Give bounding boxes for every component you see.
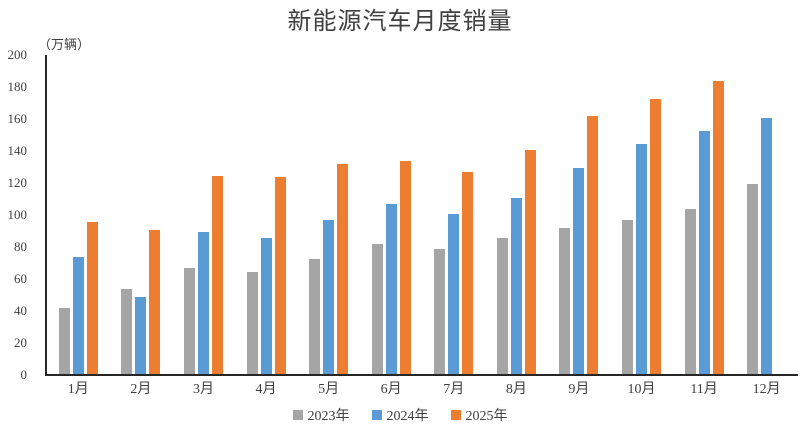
bar [211,175,223,374]
bar [323,220,335,374]
legend-swatch [371,410,382,420]
x-tick-label: 6月 [380,382,402,397]
bar [274,177,286,374]
bar [462,172,474,374]
x-axis-tick-labels: 1月 2月 3月 4月 5月 6月 7月 8月 9月 10月 11月 12月 [47,382,798,398]
bar [621,220,633,374]
bar [761,118,773,374]
y-tick-label: 0 [20,367,28,382]
bar [635,143,647,374]
x-tick-label: 1月 [67,382,89,397]
bar [371,244,383,374]
x-tick-label: 9月 [568,382,590,397]
plot-area [47,55,798,374]
bar [712,81,724,374]
bar-group [360,55,423,374]
y-tick-label: 140 [7,143,28,158]
bar [524,150,536,374]
bar [337,164,349,374]
x-tick-label: 5月 [318,382,340,397]
legend-item: 2024年 [371,405,429,425]
bar-group [673,55,736,374]
bar [649,98,661,374]
x-tick-label: 2月 [130,382,152,397]
bar-group [548,55,611,374]
y-axis-unit-label: （万辆） [38,37,91,52]
bar-group [485,55,548,374]
legend-swatch [450,410,461,420]
x-tick-label: 11月 [690,382,718,397]
legend-label: 2024年 [386,409,429,424]
bar [58,308,70,374]
legend-label: 2023年 [307,409,350,424]
bar [197,231,209,374]
x-axis-line [45,374,798,376]
x-tick-label: 10月 [627,382,656,397]
bar-group [735,55,798,374]
legend-label: 2025年 [465,409,508,424]
bar-group [610,55,673,374]
x-tick-label: 4月 [255,382,277,397]
bar-group [110,55,173,374]
x-tick-label: 12月 [752,382,781,397]
bar [573,167,585,374]
bar [434,249,446,374]
y-tick-label: 20 [14,335,27,350]
bar [587,116,599,374]
legend-item: 2025年 [450,405,508,425]
y-tick-label: 200 [7,47,28,62]
bar [698,130,710,374]
bar-group [235,55,298,374]
y-tick-label: 180 [7,79,28,94]
bar [385,204,397,374]
y-tick-label: 160 [7,111,28,126]
y-axis-line [45,55,47,375]
bar [559,228,571,374]
bar [86,222,98,374]
y-tick-label: 40 [14,303,27,318]
y-tick-label: 60 [14,271,27,286]
bar-group [47,55,110,374]
bar [309,258,321,374]
y-tick-label: 100 [7,207,28,222]
legend-item: 2023年 [292,405,350,425]
bar [747,183,759,374]
bar [135,297,147,374]
bar [149,230,161,374]
bar-group [172,55,235,374]
x-tick-label: 8月 [505,382,527,397]
chart-title: 新能源汽车月度销量 [287,9,513,35]
bar [510,198,522,374]
x-tick-label: 7月 [443,382,465,397]
bar [448,214,460,374]
bar [121,289,133,374]
bar [496,238,508,374]
x-tick-label: 3月 [192,382,214,397]
bar-group [422,55,485,374]
bar [684,209,696,374]
bar [246,271,258,374]
bar [72,257,84,374]
bar [399,161,411,374]
y-tick-label: 120 [7,175,28,190]
bar-group [297,55,360,374]
bar [260,238,272,374]
y-tick-label: 80 [14,239,27,254]
legend: 2023年 2024年 2025年 [0,405,800,425]
bar [183,268,195,374]
legend-swatch [292,410,303,420]
